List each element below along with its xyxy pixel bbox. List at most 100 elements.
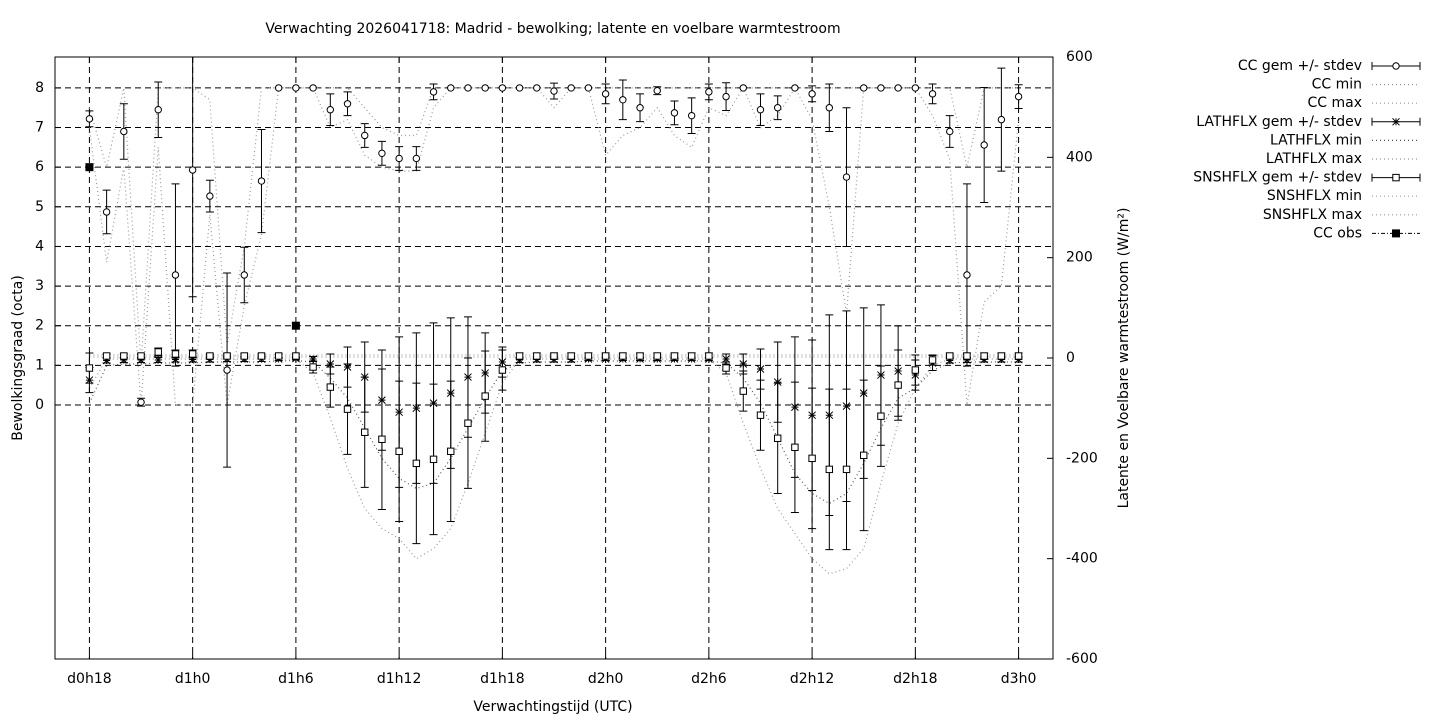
marker (877, 412, 885, 420)
marker (102, 208, 111, 216)
marker (292, 352, 300, 360)
marker (309, 363, 317, 371)
marker (515, 356, 524, 364)
marker (412, 459, 421, 468)
y2-tick-label: -600 (1066, 651, 1098, 667)
marker (119, 356, 128, 364)
x-tick-label: d2h6 (691, 671, 727, 687)
marker (395, 447, 403, 456)
line (88, 87, 1019, 366)
y2-tick-label: -200 (1066, 450, 1098, 466)
marker (120, 352, 128, 360)
marker (550, 352, 558, 360)
marker (1014, 352, 1023, 360)
x-tick-label: d3h0 (1001, 671, 1037, 687)
marker (309, 355, 317, 363)
marker (429, 88, 438, 96)
x-tick-label: d2h12 (790, 671, 834, 687)
marker (894, 84, 902, 92)
marker (584, 84, 593, 92)
marker (188, 350, 197, 358)
legend-label: LATHFLX min (1270, 132, 1362, 148)
marker (429, 455, 438, 464)
marker (825, 104, 834, 112)
marker (343, 405, 352, 413)
marker (498, 84, 507, 92)
y-tick-label: 8 (35, 80, 44, 96)
marker (963, 356, 971, 364)
legend-label: LATHFLX max (1266, 151, 1362, 167)
y2-tick-label: -400 (1066, 551, 1098, 567)
marker (137, 356, 145, 364)
marker (860, 451, 868, 460)
marker (808, 454, 816, 463)
x-tick-label: d1h6 (278, 671, 314, 687)
marker (722, 92, 730, 101)
y2-axis-label: Latente en Voelbare warmtestroom (W/m²) (1116, 208, 1132, 509)
marker (946, 352, 954, 360)
marker (171, 350, 180, 358)
marker (567, 84, 575, 92)
marker (722, 355, 730, 363)
marker (756, 106, 765, 114)
marker (498, 366, 507, 374)
marker (223, 366, 231, 374)
marker (670, 352, 679, 360)
x-tick-label: d1h18 (480, 671, 524, 687)
marker (653, 86, 661, 95)
marker (85, 115, 94, 123)
marker (85, 163, 94, 172)
marker (722, 364, 730, 372)
marker (171, 355, 180, 364)
marker (825, 465, 834, 474)
marker (533, 84, 541, 92)
marker (739, 387, 747, 395)
marker (447, 84, 455, 92)
marker (997, 115, 1006, 124)
marker (670, 109, 679, 117)
marker (773, 104, 782, 112)
marker (911, 366, 920, 374)
marker (378, 149, 386, 158)
y-tick-label: 7 (35, 120, 44, 136)
marker (739, 84, 747, 92)
marker (343, 100, 352, 108)
marker (980, 352, 988, 360)
marker (206, 192, 214, 200)
marker (619, 352, 627, 360)
marker (653, 352, 661, 360)
marker (240, 271, 248, 279)
marker (619, 96, 627, 104)
legend-label: SNSHFLX max (1263, 207, 1362, 223)
x-tick-label: d2h18 (893, 671, 937, 687)
y-axis-label: Bewolkingsgraad (octa) (10, 275, 26, 441)
marker (102, 356, 111, 365)
marker (412, 154, 421, 163)
marker (584, 352, 593, 360)
marker (291, 321, 300, 330)
marker (309, 84, 317, 92)
marker (773, 434, 782, 442)
marker (154, 106, 162, 114)
legend-label: LATHFLX gem +/- stdev (1196, 114, 1362, 130)
y2-tick-label: 200 (1066, 250, 1093, 266)
marker (808, 90, 816, 98)
marker (550, 87, 558, 95)
marker (257, 352, 266, 360)
marker (756, 411, 765, 419)
marker (188, 166, 197, 174)
plot-area (85, 57, 1023, 575)
legend-label: CC gem +/- stdev (1238, 58, 1362, 74)
marker (154, 348, 162, 356)
y2-tick-label: 400 (1066, 149, 1093, 165)
marker (894, 381, 902, 389)
marker (464, 84, 472, 92)
marker (292, 84, 300, 92)
marker (257, 177, 266, 185)
marker (137, 398, 145, 406)
marker (274, 352, 283, 360)
x-tick-label: d2h0 (588, 671, 624, 687)
x-axis-label: Verwachtingstijd (UTC) (473, 699, 632, 715)
legend-label: CC obs (1313, 225, 1362, 241)
marker (481, 392, 489, 400)
